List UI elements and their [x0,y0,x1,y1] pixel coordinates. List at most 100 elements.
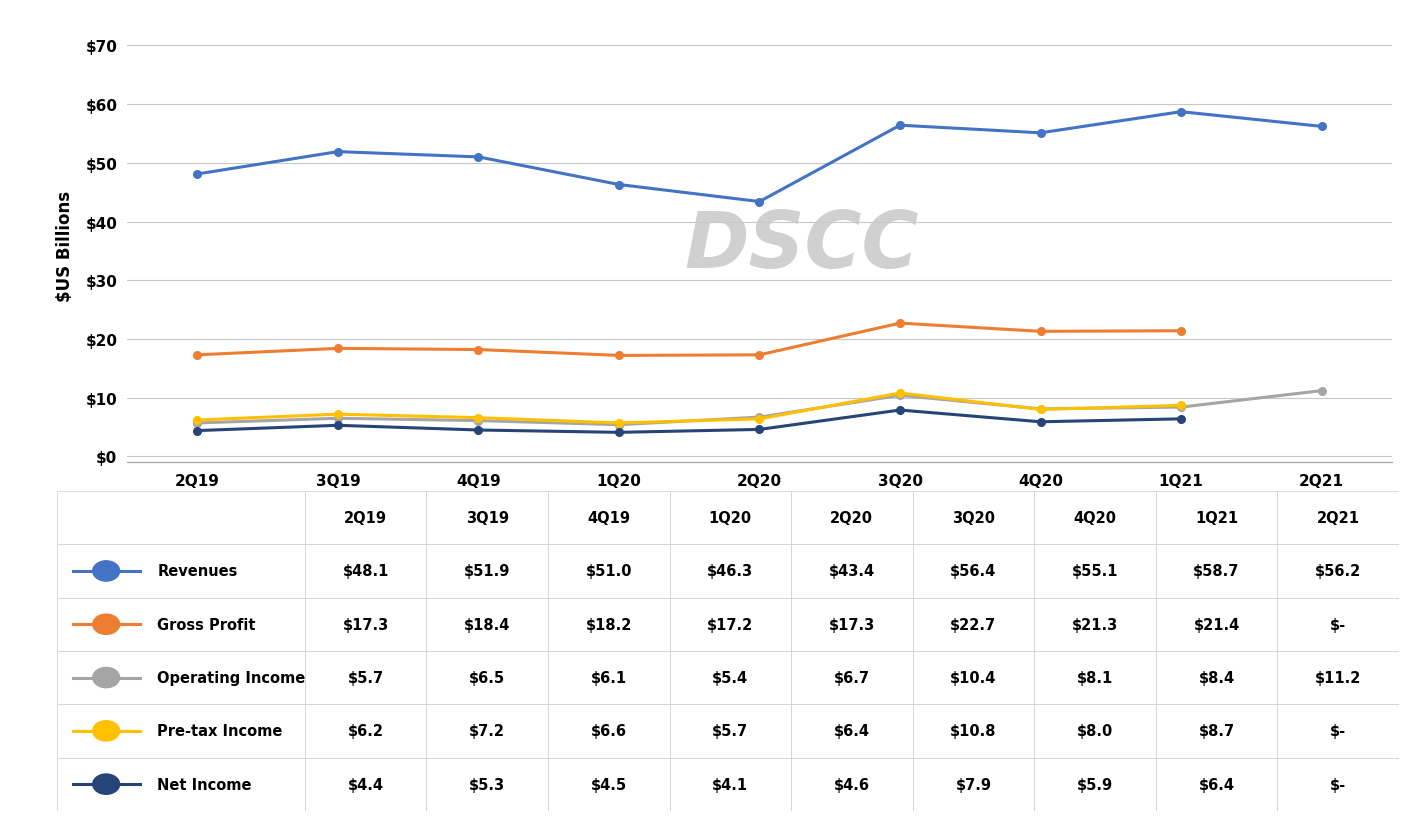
Text: $7.9: $7.9 [955,776,992,792]
FancyBboxPatch shape [305,491,427,545]
FancyBboxPatch shape [913,651,1034,704]
FancyBboxPatch shape [1277,545,1399,598]
Text: $5.7: $5.7 [712,723,749,739]
Text: $21.3: $21.3 [1072,617,1118,632]
Text: $4.5: $4.5 [591,776,627,792]
Text: $58.7: $58.7 [1194,563,1239,579]
FancyBboxPatch shape [548,545,670,598]
Point [131,567,148,577]
Text: $10.8: $10.8 [950,723,996,739]
Text: $4.4: $4.4 [348,776,384,792]
FancyBboxPatch shape [791,598,913,651]
FancyBboxPatch shape [1277,651,1399,704]
Text: $5.4: $5.4 [712,670,749,686]
Text: $-: $- [1330,776,1347,792]
FancyBboxPatch shape [670,598,791,651]
Ellipse shape [93,667,120,688]
FancyBboxPatch shape [670,545,791,598]
FancyBboxPatch shape [548,491,670,545]
FancyBboxPatch shape [1156,651,1277,704]
Text: $8.4: $8.4 [1198,670,1235,686]
FancyBboxPatch shape [1156,598,1277,651]
FancyBboxPatch shape [791,491,913,545]
FancyBboxPatch shape [1034,651,1156,704]
Text: 2Q19: 2Q19 [345,510,387,526]
Point [64,619,81,629]
Text: $55.1: $55.1 [1071,563,1118,579]
FancyBboxPatch shape [670,651,791,704]
FancyBboxPatch shape [1034,545,1156,598]
FancyBboxPatch shape [57,545,305,598]
Text: $7.2: $7.2 [469,723,506,739]
Text: $46.3: $46.3 [708,563,753,579]
FancyBboxPatch shape [305,598,427,651]
FancyBboxPatch shape [305,651,427,704]
FancyBboxPatch shape [670,491,791,545]
Text: $6.7: $6.7 [834,670,870,686]
Text: $-: $- [1330,723,1347,739]
Point [131,619,148,629]
Text: $6.1: $6.1 [591,670,627,686]
Text: $17.3: $17.3 [342,617,389,632]
Text: Operating Income: Operating Income [157,670,305,686]
Text: $4.6: $4.6 [834,776,870,792]
Point [64,567,81,577]
FancyBboxPatch shape [791,651,913,704]
FancyBboxPatch shape [913,545,1034,598]
FancyBboxPatch shape [57,704,305,758]
Text: $43.4: $43.4 [829,563,875,579]
Text: $56.2: $56.2 [1316,563,1361,579]
Text: 2Q20: 2Q20 [831,510,873,526]
FancyBboxPatch shape [57,758,305,811]
Y-axis label: $US Billions: $US Billions [57,190,75,301]
FancyBboxPatch shape [1156,491,1277,545]
FancyBboxPatch shape [1034,598,1156,651]
FancyBboxPatch shape [427,598,548,651]
Ellipse shape [93,561,120,581]
FancyBboxPatch shape [1034,704,1156,758]
Text: $8.1: $8.1 [1077,670,1113,686]
FancyBboxPatch shape [913,491,1034,545]
Text: $21.4: $21.4 [1194,617,1239,632]
Text: $10.4: $10.4 [950,670,996,686]
FancyBboxPatch shape [548,758,670,811]
Point [64,726,81,735]
FancyBboxPatch shape [548,598,670,651]
FancyBboxPatch shape [791,545,913,598]
FancyBboxPatch shape [548,704,670,758]
Text: $48.1: $48.1 [342,563,389,579]
FancyBboxPatch shape [1034,758,1156,811]
FancyBboxPatch shape [913,598,1034,651]
Point [131,726,148,735]
FancyBboxPatch shape [427,491,548,545]
Text: $17.2: $17.2 [706,617,753,632]
FancyBboxPatch shape [791,704,913,758]
Text: 3Q20: 3Q20 [952,510,995,526]
FancyBboxPatch shape [1277,491,1399,545]
Ellipse shape [93,721,120,741]
FancyBboxPatch shape [670,758,791,811]
Text: DSCC: DSCC [684,208,918,283]
Text: 1Q20: 1Q20 [709,510,752,526]
Text: $11.2: $11.2 [1316,670,1361,686]
Text: $8.0: $8.0 [1077,723,1113,739]
Text: $17.3: $17.3 [829,617,875,632]
Ellipse shape [93,614,120,635]
Text: $56.4: $56.4 [951,563,996,579]
FancyBboxPatch shape [548,651,670,704]
Text: 3Q19: 3Q19 [466,510,509,526]
Text: Net Income: Net Income [157,776,252,792]
Text: $18.4: $18.4 [463,617,510,632]
Text: 4Q19: 4Q19 [588,510,630,526]
FancyBboxPatch shape [427,704,548,758]
FancyBboxPatch shape [427,758,548,811]
Text: $6.5: $6.5 [469,670,506,686]
FancyBboxPatch shape [1277,704,1399,758]
FancyBboxPatch shape [57,491,305,545]
Text: Revenues: Revenues [157,563,237,579]
Text: $22.7: $22.7 [951,617,996,632]
FancyBboxPatch shape [913,704,1034,758]
FancyBboxPatch shape [1156,704,1277,758]
Text: Gross Profit: Gross Profit [157,617,256,632]
FancyBboxPatch shape [791,758,913,811]
